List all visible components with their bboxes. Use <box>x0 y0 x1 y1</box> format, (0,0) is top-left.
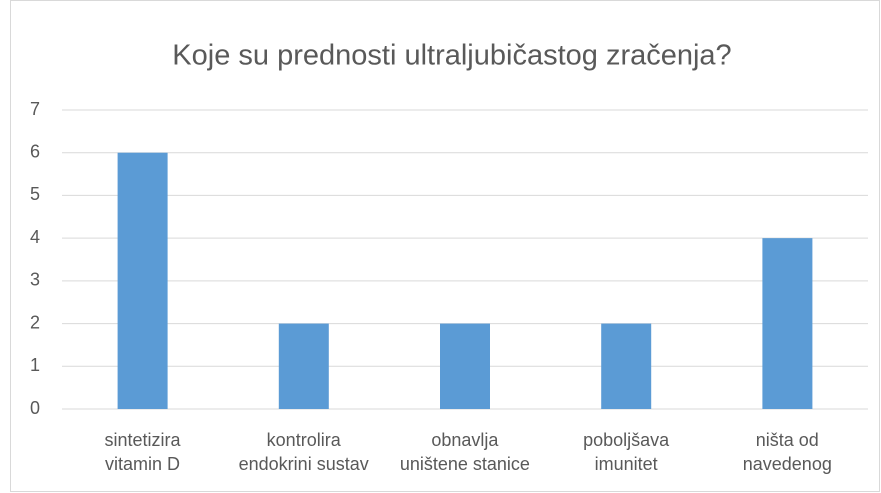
y-tick-label: 1 <box>30 355 40 375</box>
bar <box>117 152 168 409</box>
y-tick-label: 5 <box>30 184 40 204</box>
bar <box>762 238 813 409</box>
y-tick-label: 6 <box>30 141 40 161</box>
bar <box>278 323 329 409</box>
chart-title: Koje su prednosti ultraljubičastog zrače… <box>172 40 731 72</box>
x-tick-label: poboljšava imunitet <box>583 430 670 474</box>
x-tick-label: kontrolira endokrini sustav <box>238 430 369 474</box>
x-tick-label: obnavlja uništene stanice <box>399 430 530 474</box>
bar <box>601 323 652 409</box>
y-tick-label: 4 <box>30 227 40 247</box>
y-tick-label: 7 <box>30 99 40 119</box>
bar <box>440 323 490 409</box>
y-tick-label: 2 <box>30 312 40 332</box>
x-tick-label: ništa od navedenog <box>742 430 832 474</box>
x-tick-label: sintetizira vitamin D <box>104 430 181 474</box>
y-tick-label: 0 <box>30 398 40 418</box>
y-tick-label: 3 <box>30 270 40 290</box>
